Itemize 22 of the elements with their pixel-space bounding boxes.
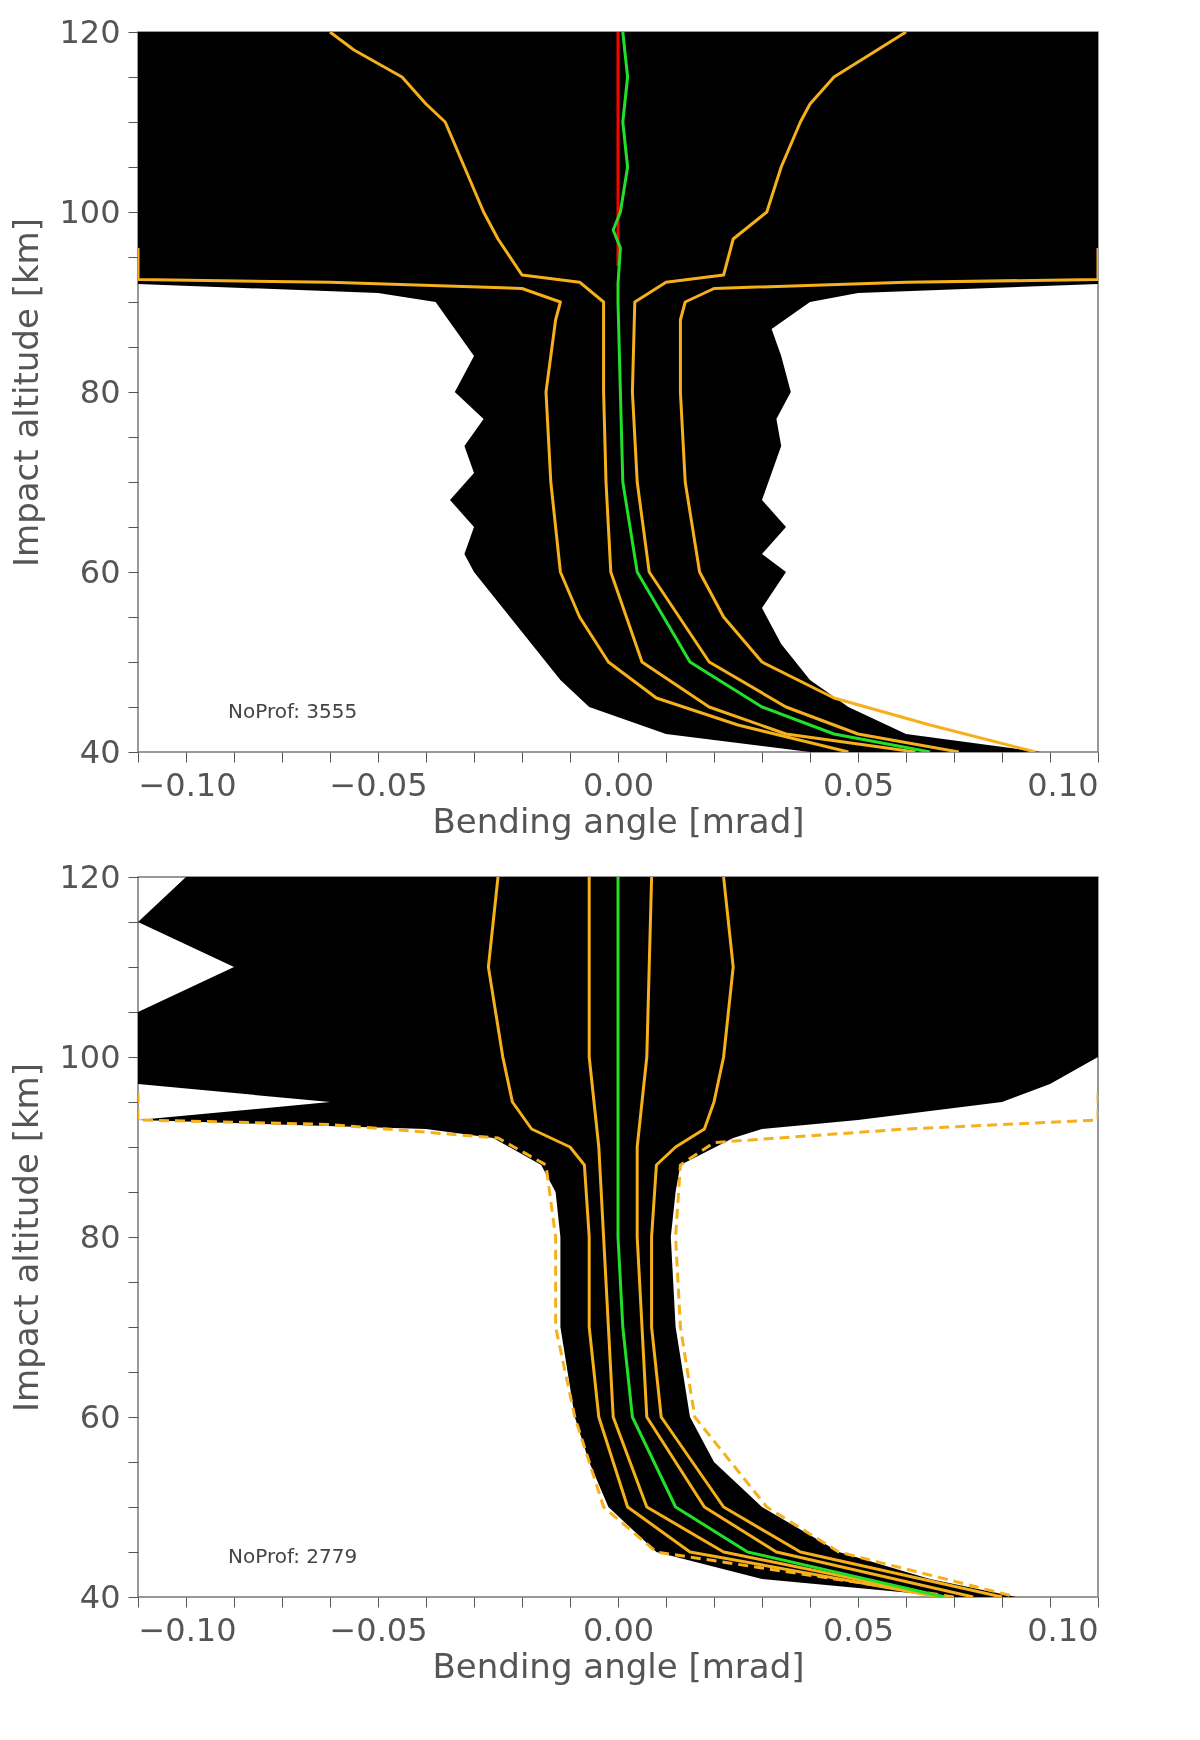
y-axis-title: Impact altitude [km] <box>6 1063 47 1412</box>
x-tick-label: 0.05 <box>822 765 895 804</box>
y-tick-label: 100 <box>59 1037 121 1076</box>
x-tick-label: −0.10 <box>138 1610 237 1649</box>
x-tick-label: 0.10 <box>1027 765 1099 804</box>
y-axis-title: Impact altitude [km] <box>6 218 47 567</box>
annotation: NoProf: 3555 <box>228 699 358 723</box>
x-tick-label: −0.05 <box>329 1610 428 1649</box>
y-tick-label: 80 <box>79 1217 121 1256</box>
x-tick-label: 0.05 <box>822 1610 895 1649</box>
x-tick-label: −0.10 <box>138 765 237 804</box>
y-tick-label: 80 <box>79 372 121 411</box>
x-tick-label: −0.05 <box>329 765 428 804</box>
y-tick-label: 60 <box>79 552 121 591</box>
annotation: NoProf: 2779 <box>228 1544 358 1568</box>
y-tick-label: 100 <box>59 192 121 231</box>
y-tick-label: 40 <box>79 1577 121 1616</box>
y-tick-label: 120 <box>59 857 121 896</box>
y-tick-label: 120 <box>59 12 121 51</box>
x-tick-label: 0.10 <box>1027 1610 1099 1649</box>
y-tick-label: 40 <box>79 732 121 771</box>
y-tick-label: 60 <box>79 1397 121 1436</box>
